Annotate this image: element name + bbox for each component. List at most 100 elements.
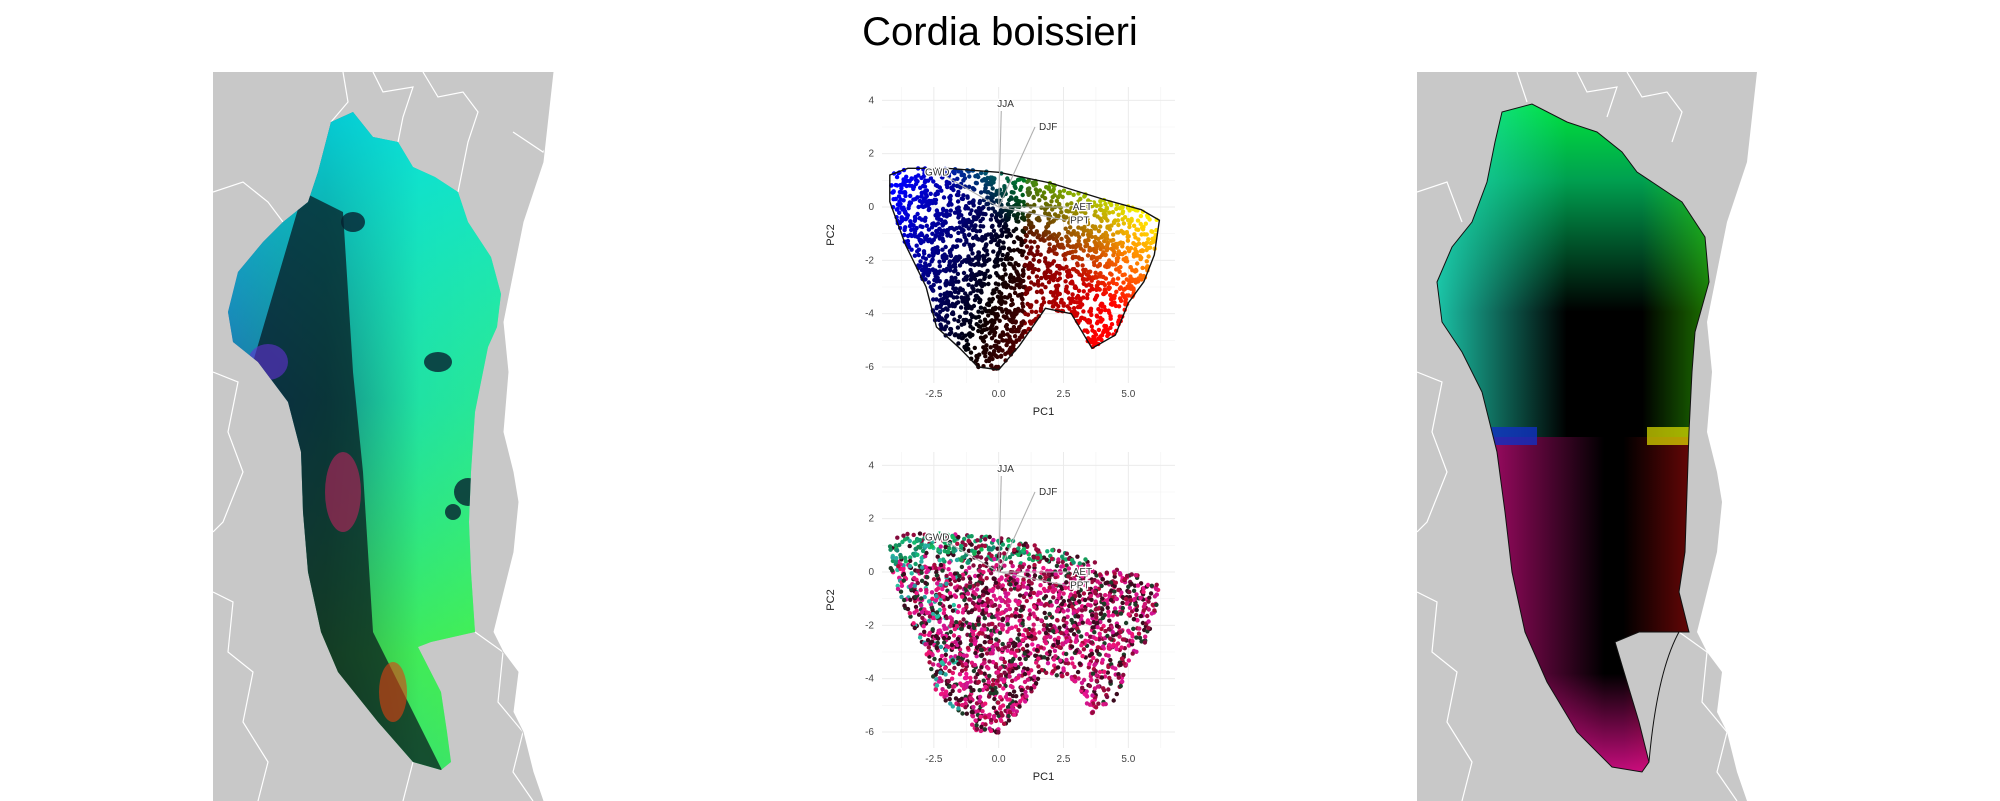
data-point <box>1081 591 1087 596</box>
data-point <box>1064 551 1069 556</box>
data-point <box>966 305 971 310</box>
data-point <box>916 612 922 617</box>
data-point <box>976 618 981 623</box>
data-point <box>1067 190 1072 196</box>
data-point <box>985 201 991 206</box>
data-point <box>1025 649 1030 654</box>
data-point <box>1013 226 1019 232</box>
data-point <box>1009 662 1015 668</box>
data-point <box>914 243 919 248</box>
data-point <box>908 584 913 589</box>
data-point <box>1135 253 1140 258</box>
data-point <box>930 287 935 293</box>
data-point <box>945 184 950 190</box>
data-point <box>992 237 998 243</box>
data-point <box>1064 629 1069 635</box>
data-point <box>1017 593 1023 598</box>
data-point <box>897 542 902 548</box>
data-point <box>1000 627 1005 632</box>
data-point <box>1084 572 1089 577</box>
data-point <box>980 709 985 714</box>
data-point <box>1061 591 1066 596</box>
data-point <box>1039 601 1044 606</box>
data-point <box>982 262 987 267</box>
data-point <box>1098 334 1103 339</box>
data-point <box>1008 637 1013 643</box>
data-point <box>991 705 997 710</box>
data-point <box>1123 620 1129 626</box>
data-point <box>1045 274 1050 280</box>
data-point <box>1066 209 1071 214</box>
data-point <box>961 317 966 323</box>
loading-arrow <box>998 110 1002 208</box>
data-point <box>1088 228 1093 234</box>
data-point <box>1061 253 1066 258</box>
data-point <box>965 342 971 347</box>
data-point <box>1016 584 1021 589</box>
data-point <box>966 538 971 544</box>
data-point <box>1099 301 1104 306</box>
data-point <box>1058 658 1063 663</box>
data-point <box>920 224 925 230</box>
data-point <box>1010 563 1015 569</box>
data-point <box>937 619 942 624</box>
data-point <box>1121 293 1126 298</box>
data-point <box>957 208 962 214</box>
data-point <box>1146 607 1151 612</box>
data-point <box>944 211 949 217</box>
data-point <box>1149 583 1154 588</box>
data-point <box>1143 634 1148 639</box>
data-point <box>941 207 946 213</box>
data-point <box>903 555 908 561</box>
data-point <box>991 311 997 316</box>
data-point <box>989 336 995 341</box>
data-point <box>1045 661 1051 666</box>
data-point <box>920 615 925 621</box>
data-point <box>1024 591 1029 596</box>
data-point <box>1085 329 1090 335</box>
data-point <box>896 564 901 569</box>
data-point <box>1023 656 1028 662</box>
data-point <box>967 597 972 602</box>
data-point <box>1107 618 1112 623</box>
data-point <box>988 547 994 552</box>
data-point <box>1104 694 1110 700</box>
data-point <box>907 543 912 549</box>
data-point <box>1028 239 1033 244</box>
data-point <box>1066 230 1071 235</box>
data-point <box>937 558 942 563</box>
data-point <box>1101 601 1107 606</box>
data-point <box>1042 639 1047 644</box>
data-point <box>1112 218 1117 224</box>
data-point <box>1075 614 1081 619</box>
data-point <box>913 228 918 233</box>
data-point <box>1003 600 1008 605</box>
data-point <box>1043 259 1048 264</box>
data-point <box>1067 586 1072 591</box>
data-point <box>1075 217 1080 223</box>
data-point <box>957 688 962 693</box>
data-point <box>1069 644 1075 649</box>
data-point <box>911 621 916 626</box>
data-point <box>1086 198 1091 203</box>
data-point <box>1145 214 1150 220</box>
data-point <box>1072 664 1077 670</box>
geographic-map-right <box>1417 72 1792 801</box>
data-point <box>1083 557 1088 562</box>
data-point <box>1029 220 1034 226</box>
range-outline-south <box>1648 631 1680 763</box>
data-point <box>952 538 957 543</box>
data-point <box>1063 585 1068 591</box>
data-point <box>930 544 935 549</box>
data-point <box>944 615 950 621</box>
data-point <box>952 317 957 322</box>
data-point <box>919 610 925 615</box>
data-point <box>988 217 994 222</box>
data-point <box>1037 188 1043 193</box>
data-point <box>964 711 969 716</box>
data-point <box>923 580 928 586</box>
data-point <box>972 595 977 600</box>
data-point <box>1050 304 1056 309</box>
data-point <box>956 604 962 609</box>
data-point <box>1080 276 1086 282</box>
